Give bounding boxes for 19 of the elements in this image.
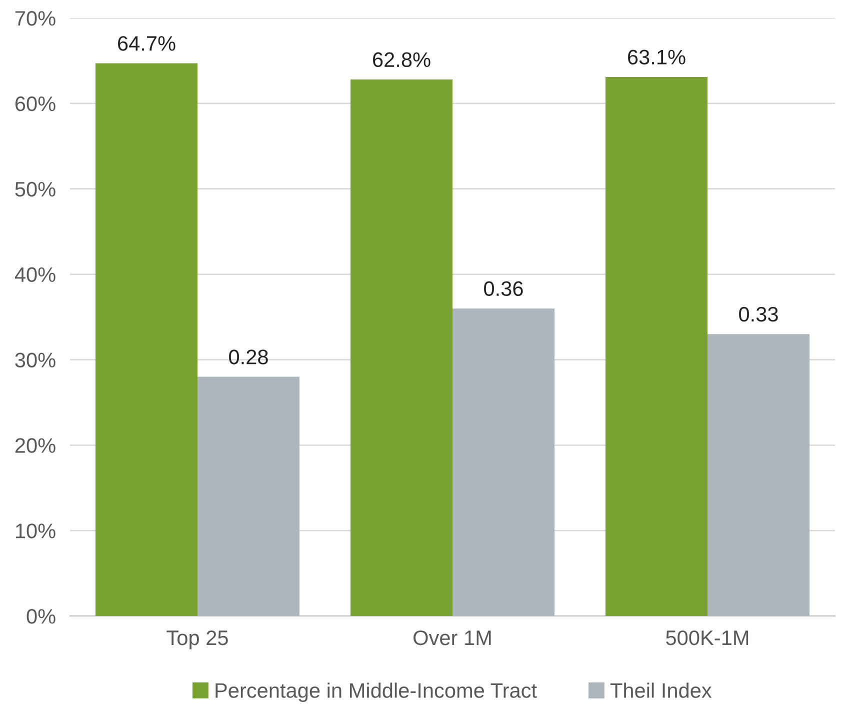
data-label: 64.7% — [118, 36, 176, 51]
y-tick-label: 0% — [26, 609, 56, 624]
y-tick-label: 20% — [15, 438, 56, 453]
data-label: 62.8% — [373, 52, 430, 68]
y-tick-label: 40% — [14, 267, 56, 282]
x-tick-label: Over 1M — [414, 630, 491, 646]
y-tick-label: 60% — [15, 96, 56, 112]
y-tick-label: 30% — [15, 352, 56, 368]
data-label: 0.33 — [739, 306, 778, 322]
y-tick-label: 50% — [15, 182, 56, 197]
legend-label: Theil Index — [610, 682, 712, 698]
x-tick-label: Top 25 — [166, 630, 228, 650]
y-tick-label: 70% — [15, 11, 56, 26]
data-label: 0.36 — [484, 281, 523, 296]
data-label: 63.1% — [628, 50, 686, 64]
data-label: 0.28 — [229, 350, 268, 364]
y-tick-label: 10% — [16, 524, 56, 538]
x-tick-label: 500K-1M — [666, 630, 748, 646]
legend-label: Percentage in Middle-Income Tract — [216, 682, 537, 702]
